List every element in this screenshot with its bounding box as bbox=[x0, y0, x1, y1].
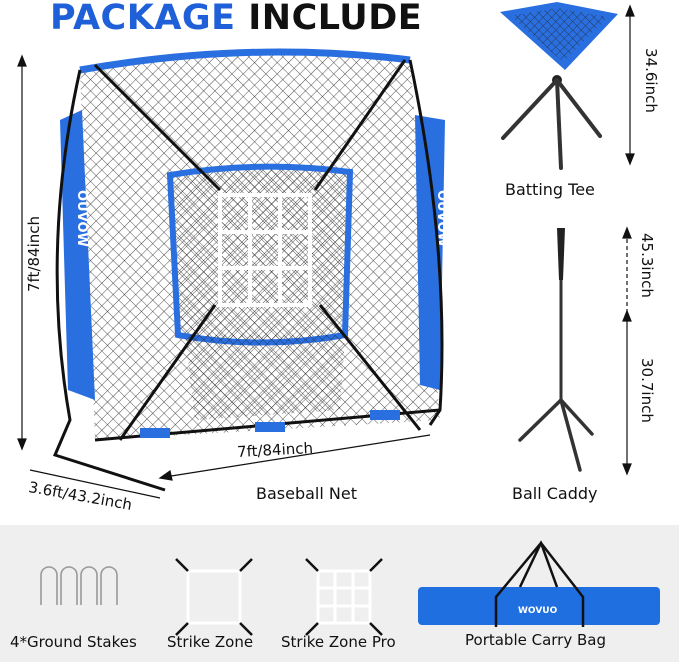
net-label: Baseball Net bbox=[256, 484, 357, 503]
accessories-illustrations: WOVUO bbox=[40, 540, 660, 636]
page-title: PACKAGE INCLUDE bbox=[50, 0, 422, 38]
batting-tee-label: Batting Tee bbox=[505, 180, 595, 199]
accessory-label: Strike Zone Pro bbox=[281, 633, 396, 651]
title-part1: PACKAGE bbox=[50, 0, 236, 38]
net-width-arrow bbox=[158, 434, 431, 481]
accessories-panel: WOVUO 4*Ground Stakes Strike Zone Strike… bbox=[0, 525, 679, 662]
accessory-label: 4*Ground Stakes bbox=[10, 633, 137, 651]
svg-text:WOVUO: WOVUO bbox=[518, 606, 558, 616]
batting-tee-icon bbox=[500, 2, 635, 170]
ground-stakes-icon bbox=[40, 566, 118, 605]
ball-caddy-max-label: 45.3inch bbox=[638, 233, 656, 298]
ball-caddy-min-label: 30.7inch bbox=[638, 358, 656, 423]
ball-caddy-label: Ball Caddy bbox=[512, 484, 598, 503]
title-part2: INCLUDE bbox=[248, 0, 423, 38]
strike-zone-pro-icon bbox=[305, 558, 383, 636]
net-height-label: 7ft/84inch bbox=[25, 215, 43, 292]
accessory-label: Portable Carry Bag bbox=[465, 631, 606, 649]
net-height-arrow bbox=[17, 54, 27, 451]
baseball-net-icon: OUVOW OUVOW bbox=[52, 48, 449, 492]
strike-zone-icon bbox=[175, 558, 253, 636]
net-depth-arrow bbox=[29, 469, 161, 499]
accessory-label: Strike Zone bbox=[167, 633, 254, 651]
svg-text:OUVOW: OUVOW bbox=[74, 190, 89, 247]
product-illustration: OUVOW OUVOW bbox=[17, 2, 635, 499]
carry-bag-icon: WOVUO bbox=[418, 540, 660, 627]
batting-tee-height-label: 34.6inch bbox=[642, 48, 660, 113]
ball-caddy-icon bbox=[518, 226, 632, 476]
